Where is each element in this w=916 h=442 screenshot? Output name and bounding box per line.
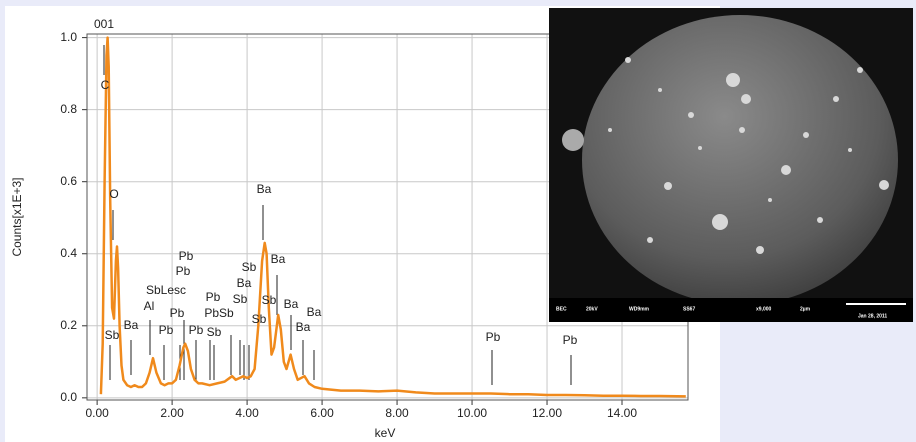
peak-label: O	[109, 187, 118, 201]
x-tick-label: 14.00	[607, 406, 637, 420]
peak-label: Pb	[176, 264, 191, 278]
y-axis-label: Counts[x1E+3]	[10, 177, 24, 256]
peak-label: Ba	[271, 252, 286, 266]
info-bar	[549, 298, 913, 322]
peak-label: Sb	[105, 328, 120, 342]
info-text: 20kV	[586, 306, 598, 312]
peak-label: Pb	[189, 323, 204, 337]
spectrum-line	[99, 36, 686, 398]
particles	[608, 57, 889, 254]
peak-label: PbSb	[204, 306, 234, 320]
peak-label: Ba	[284, 297, 299, 311]
peak-label: Ba	[307, 305, 322, 319]
info-text: SS67	[683, 306, 695, 312]
info-text: 2µm	[800, 306, 811, 312]
x-tick-label: 2.00	[160, 406, 184, 420]
peak-label: Sb	[262, 293, 277, 307]
y-tick-label: 0.2	[60, 318, 77, 332]
x-tick-label: 4.00	[235, 406, 259, 420]
peak-label: Ba	[237, 276, 252, 290]
particle	[562, 129, 584, 151]
peak-label: Sb	[252, 312, 267, 326]
peak-label: Al	[144, 299, 155, 313]
info-text: WD9mm	[629, 306, 650, 312]
x-tick-label: 0.00	[85, 406, 109, 420]
peak-label: Sb	[207, 325, 222, 339]
peak-label: Pb	[159, 323, 174, 337]
y-tick-label: 1.0	[60, 30, 77, 44]
peak-label: Pb	[170, 306, 185, 320]
x-tick-label: 6.00	[310, 406, 334, 420]
x-tick-label: 8.00	[385, 406, 409, 420]
y-tick-label: 0.8	[60, 102, 77, 116]
peak-label: Ba	[257, 182, 272, 196]
x-tick-label: 10.00	[457, 406, 487, 420]
x-tick-label: 12.00	[532, 406, 562, 420]
peak-label: Ba	[296, 320, 311, 334]
peak-label: Sb	[233, 292, 248, 306]
peak-label: 001	[94, 17, 114, 31]
peak-label: Sb	[242, 260, 257, 274]
sphere	[582, 15, 898, 305]
peak-label: SbLesc	[146, 283, 186, 297]
y-tick-label: 0.0	[60, 390, 77, 404]
peak-label: Pb	[486, 330, 501, 344]
peak-label: Pb	[563, 333, 578, 347]
x-axis-label: keV	[375, 426, 396, 440]
peak-label: Pb	[206, 290, 221, 304]
y-tick-label: 0.6	[60, 174, 77, 188]
sem-image: BEC 20kV WD9mm SS67 x9,000 2µm Jan 28, 2…	[549, 8, 913, 322]
peak-label: Pb	[179, 249, 194, 263]
info-text: Jan 28, 2011	[858, 313, 887, 319]
y-tick-label: 0.4	[60, 246, 77, 260]
peak-label: C	[101, 78, 110, 92]
peak-label: Ba	[124, 318, 139, 332]
info-text: BEC	[556, 306, 567, 312]
info-text: x9,000	[756, 306, 772, 312]
